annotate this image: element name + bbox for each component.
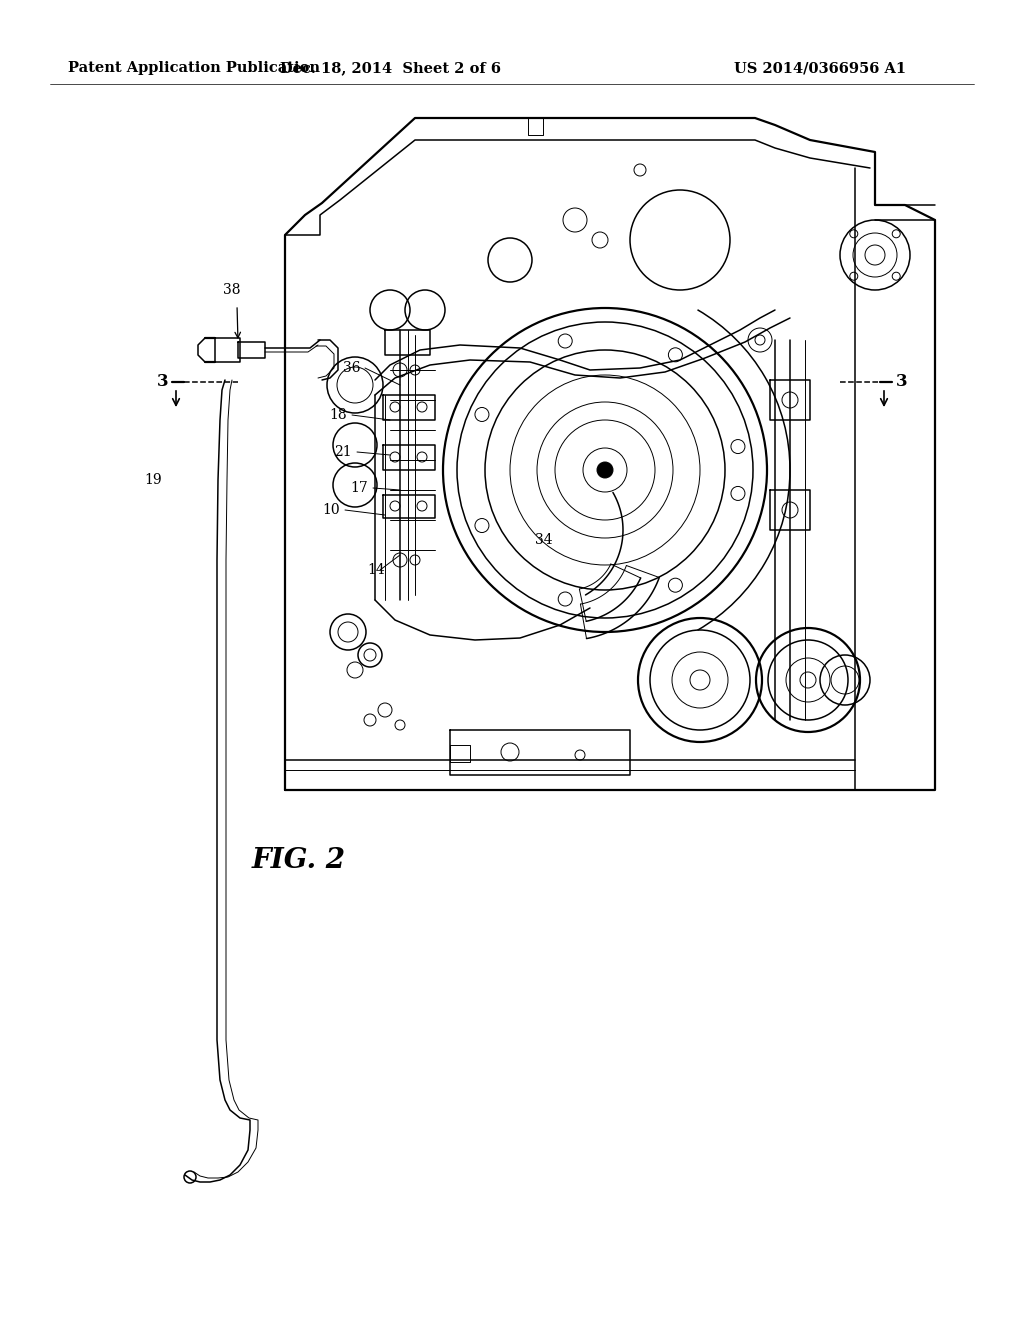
Text: 36: 36 [342, 360, 360, 375]
Text: 14: 14 [367, 564, 385, 577]
Circle shape [597, 462, 613, 478]
Text: 38: 38 [223, 282, 241, 297]
Text: Patent Application Publication: Patent Application Publication [68, 61, 319, 75]
Text: FIG. 2: FIG. 2 [252, 846, 346, 874]
Text: 10: 10 [323, 503, 340, 517]
Text: US 2014/0366956 A1: US 2014/0366956 A1 [734, 61, 906, 75]
Text: 19: 19 [144, 473, 162, 487]
Text: 3: 3 [157, 374, 168, 391]
Text: 21: 21 [335, 445, 352, 459]
Text: 34: 34 [535, 533, 553, 546]
Text: 3: 3 [896, 374, 907, 391]
Text: Dec. 18, 2014  Sheet 2 of 6: Dec. 18, 2014 Sheet 2 of 6 [280, 61, 501, 75]
Text: 17: 17 [350, 480, 368, 495]
Text: 18: 18 [330, 408, 347, 422]
